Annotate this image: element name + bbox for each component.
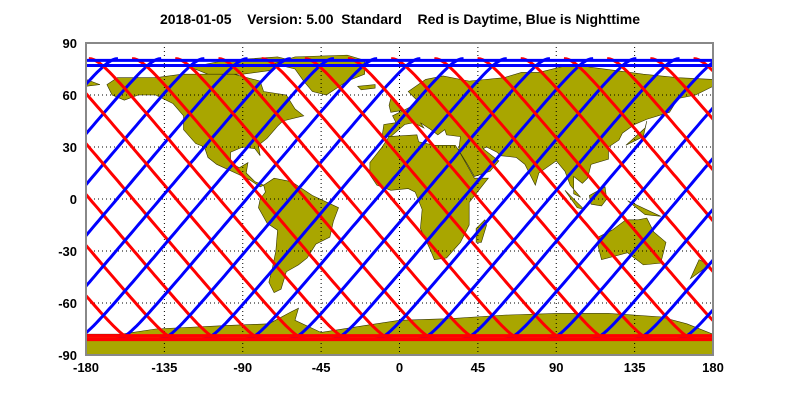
night-track [86,57,291,289]
x-tick-label: 45 [471,360,485,375]
day-track [86,91,307,341]
day-track [347,57,610,341]
x-tick-label: -90 [233,360,252,375]
day-track [175,57,437,341]
y-tick-label: 60 [63,88,77,103]
night-track [418,57,680,341]
day-track [434,57,696,341]
day-track [131,57,394,341]
night-track [86,57,335,335]
night-track [461,60,713,341]
day-track [88,57,351,341]
day-track [86,293,135,341]
y-tick-label: 0 [70,192,77,207]
y-tick-label: -90 [58,348,77,363]
night-track [159,57,421,341]
day-track [304,57,567,341]
night-track [634,257,713,341]
map-frame [85,42,714,356]
night-track [547,156,713,341]
y-tick-label: -30 [58,244,77,259]
x-tick-label: -135 [151,360,177,375]
night-track [86,57,248,238]
x-axis-ticks: -180 -135 -90 -45 0 45 90 135 180 [73,360,724,375]
night-track [245,57,507,341]
day-track [606,57,713,173]
x-tick-label: 0 [396,360,403,375]
night-track [86,57,205,188]
day-track [693,57,713,74]
day-track [650,57,713,122]
land-sumatra [564,190,586,210]
x-tick-label: 135 [624,360,646,375]
night-track [590,206,713,341]
day-track [86,243,178,341]
night-track [374,57,637,341]
day-track [563,57,713,224]
day-track [218,57,480,341]
night-track [115,57,378,341]
night-track [202,57,464,341]
night-track [331,57,594,341]
y-tick-label: 30 [63,140,77,155]
land-new-guinea [627,200,661,217]
day-track [477,57,713,323]
y-axis-ticks: 90 60 30 0 -30 -60 -90 [58,36,77,363]
day-track [390,57,653,341]
x-tick-label: 90 [549,360,563,375]
day-track [737,59,800,340]
night-track [86,57,162,137]
map-title: 2018-01-05 Version: 5.00 Standard Red is… [159,11,641,27]
x-tick-label: -180 [73,360,99,375]
x-tick-label: -45 [312,360,331,375]
night-track [288,57,551,341]
x-tick-label: 180 [702,360,724,375]
y-tick-label: -60 [58,296,77,311]
night-track [504,105,713,341]
day-track [86,192,221,341]
day-track [261,57,523,341]
land-iceland [357,84,376,91]
orbit-tracks [86,57,800,342]
day-track [86,141,264,341]
y-tick-label: 90 [63,36,77,51]
day-track [520,57,713,274]
